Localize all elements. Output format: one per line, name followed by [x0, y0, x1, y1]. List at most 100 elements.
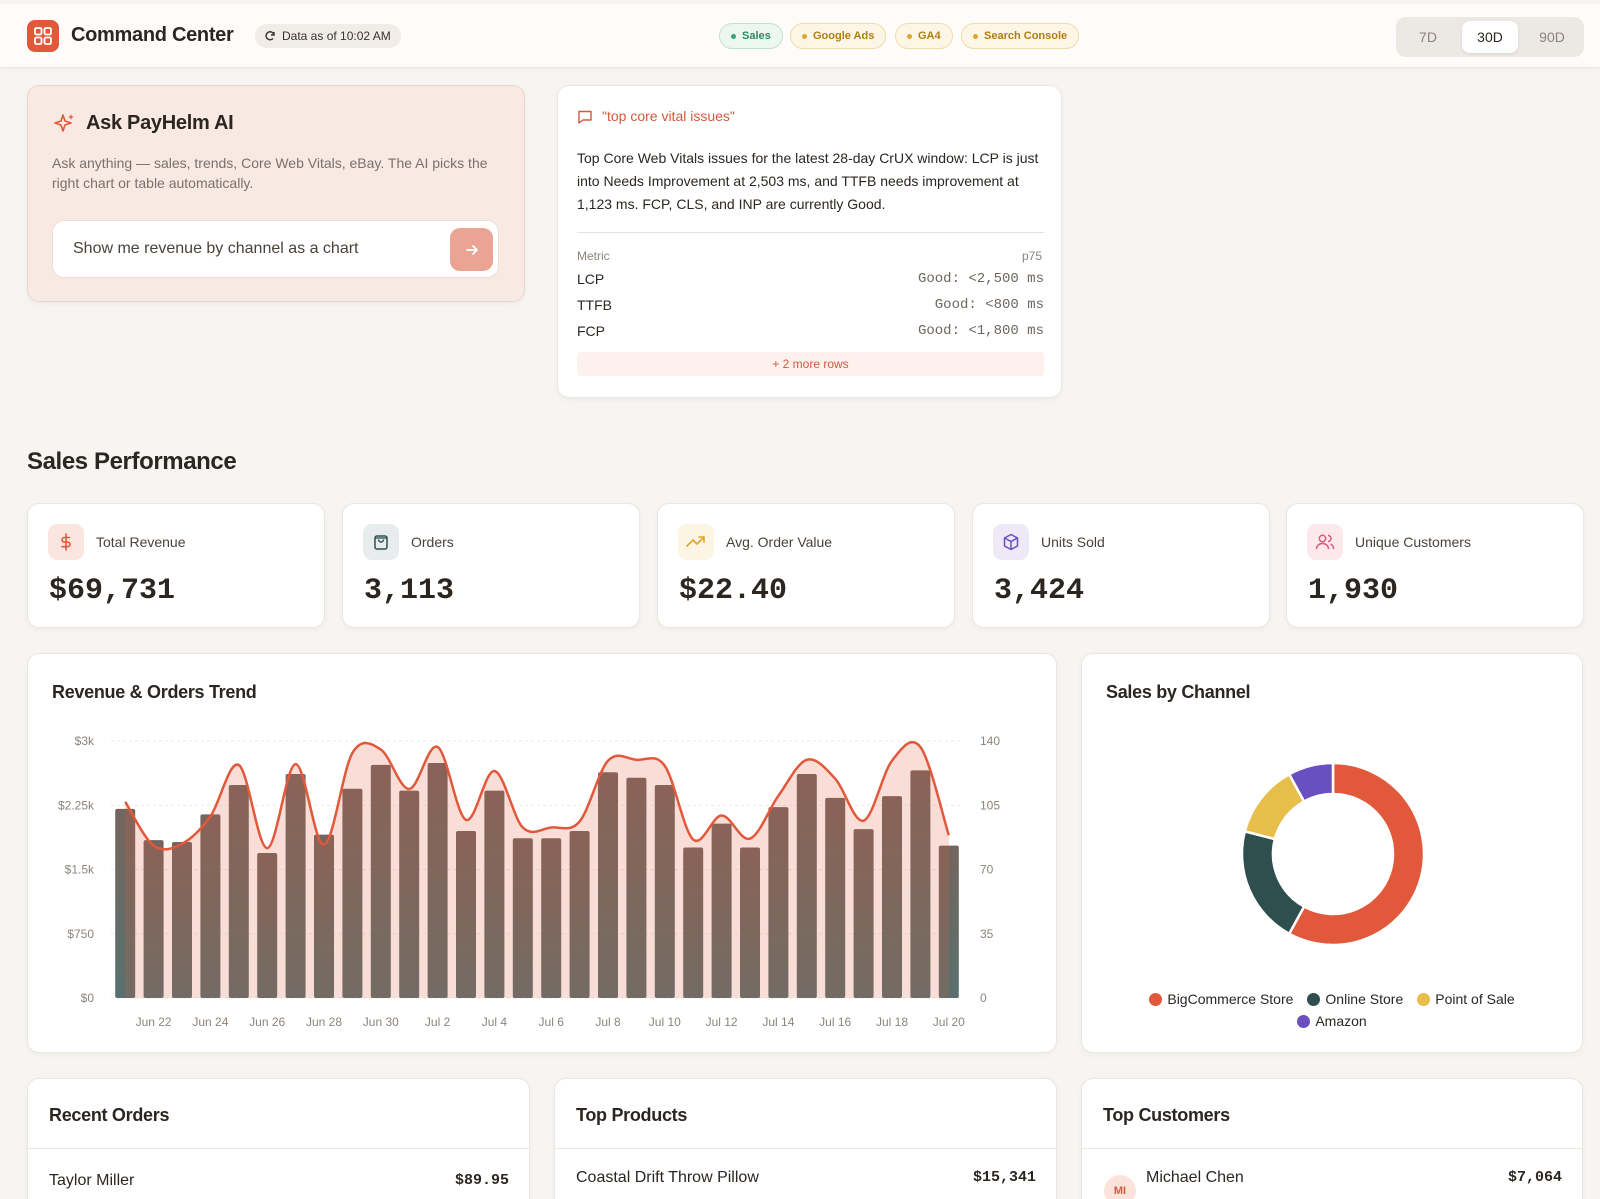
legend-item[interactable]: Online Store — [1307, 991, 1403, 1007]
section-title-sales-performance: Sales Performance — [27, 448, 237, 475]
donut-slice — [1287, 761, 1426, 947]
metric-row: LCP Good: <2,500 ms — [577, 268, 1044, 290]
sales-by-channel-chart — [1240, 761, 1426, 947]
top-customers-card: Top Customers MI Michael Chen $7,064 — [1081, 1078, 1583, 1199]
y-axis-left-tick: $1.5k — [65, 863, 95, 877]
grid-icon — [34, 27, 52, 45]
kpi-label: Units Sold — [1041, 534, 1105, 550]
order-bar — [683, 847, 704, 998]
recent-orders-card: Recent Orders Taylor Miller $89.95 — [27, 1078, 530, 1199]
kpi-total-revenue[interactable]: Total Revenue $69,731 — [27, 503, 325, 628]
x-axis-tick: Jul 10 — [649, 1015, 681, 1029]
metric-value: Good: <2,500 ms — [917, 271, 1044, 287]
kpi-label: Orders — [411, 534, 454, 550]
x-axis-tick: Jun 24 — [192, 1015, 228, 1029]
shopping-bag-icon — [363, 524, 399, 560]
legend-item[interactable]: BigCommerce Store — [1149, 991, 1293, 1007]
order-bar — [654, 785, 675, 998]
metric-row: TTFB Good: <800 ms — [577, 294, 1044, 316]
order-bar — [825, 797, 846, 998]
ai-send-button[interactable] — [450, 228, 493, 271]
order-amount: $89.95 — [454, 1172, 509, 1189]
ask-ai-card: Ask PayHelm AI Ask anything — sales, tre… — [27, 85, 525, 302]
source-pill-sales[interactable]: Sales — [719, 23, 783, 49]
ai-query-box — [52, 220, 499, 278]
top-products-title: Top Products — [576, 1105, 688, 1125]
refresh-icon — [265, 31, 275, 41]
metric-value: Good: <800 ms — [934, 297, 1044, 313]
dollar-icon — [48, 524, 84, 560]
source-pill-google-ads[interactable]: Google Ads — [790, 23, 887, 49]
metric-name: FCP — [577, 323, 605, 339]
product-name[interactable]: Coastal Drift Throw Pillow — [576, 1169, 759, 1186]
customer-name[interactable]: Michael Chen — [1146, 1169, 1244, 1186]
revenue-line — [124, 740, 950, 851]
card-header: Top Products — [555, 1079, 1056, 1149]
ai-answer-text: Top Core Web Vitals issues for the lates… — [577, 150, 1039, 212]
kpi-avg-order-value[interactable]: Avg. Order Value $22.40 — [657, 503, 955, 628]
order-bar — [853, 829, 874, 998]
legend-swatch — [1307, 992, 1321, 1006]
y-axis-right-tick: 105 — [980, 798, 1000, 812]
status-dot — [973, 33, 978, 39]
x-axis-tick: Jul 4 — [482, 1015, 508, 1029]
data-freshness-badge[interactable]: Data as of 10:02 AM — [255, 24, 401, 48]
metric-value: Good: <1,800 ms — [917, 323, 1044, 339]
source-label: Google Ads — [813, 30, 875, 42]
kpi-unique-customers[interactable]: Unique Customers 1,930 — [1286, 503, 1584, 628]
y-axis-left-tick: $3k — [75, 734, 95, 748]
x-axis-tick: Jul 2 — [425, 1015, 451, 1029]
range-7d-button[interactable]: 7D — [1419, 29, 1437, 45]
order-bar — [143, 840, 164, 998]
legend-swatch — [1297, 1014, 1311, 1028]
date-range-selector: 7D 30D 90D — [1396, 17, 1584, 57]
x-axis-tick: Jul 6 — [539, 1015, 565, 1029]
more-rows-button[interactable]: + 2 more rows — [577, 352, 1044, 376]
kpi-value: $22.40 — [679, 574, 788, 608]
y-axis-left-tick: $750 — [67, 927, 94, 941]
order-customer-name[interactable]: Taylor Miller — [49, 1172, 135, 1189]
order-bar — [228, 785, 249, 998]
x-axis-tick: Jul 16 — [819, 1015, 851, 1029]
order-bar — [740, 847, 760, 998]
app-logo[interactable] — [27, 20, 59, 52]
channel-legend: BigCommerce Store Online Store Point of … — [1122, 991, 1542, 1029]
source-label: Sales — [742, 30, 771, 42]
kpi-orders[interactable]: Orders 3,113 — [342, 503, 640, 628]
ai-answer-card: "top core vital issues" Top Core Web Vit… — [557, 85, 1062, 398]
status-dot — [802, 33, 807, 39]
ai-query-input[interactable] — [73, 237, 433, 261]
y-axis-left-tick: $0 — [81, 991, 95, 1005]
kpi-label: Avg. Order Value — [726, 534, 833, 550]
metric-row: FCP Good: <1,800 ms — [577, 320, 1044, 342]
y-axis-right-tick: 35 — [980, 927, 994, 941]
order-bar — [456, 830, 476, 998]
kpi-units-sold[interactable]: Units Sold 3,424 — [972, 503, 1270, 628]
metric-column-header: Metric — [577, 249, 610, 263]
order-bar — [768, 807, 789, 998]
x-axis-tick: Jun 28 — [306, 1015, 342, 1029]
source-pill-ga4[interactable]: GA4 — [895, 23, 953, 49]
y-axis-right-tick: 140 — [980, 734, 1000, 748]
order-bar — [512, 838, 533, 998]
range-30d-button[interactable]: 30D — [1462, 21, 1518, 53]
order-bar — [257, 852, 278, 998]
trend-chart-title: Revenue & Orders Trend — [52, 682, 257, 702]
source-pill-search-console[interactable]: Search Console — [961, 23, 1080, 49]
x-axis-tick: Jul 8 — [595, 1015, 621, 1029]
message-icon — [578, 110, 592, 124]
order-bar — [115, 808, 136, 998]
source-label: GA4 — [918, 30, 941, 42]
source-label: Search Console — [984, 30, 1068, 42]
box-icon — [993, 524, 1029, 560]
legend-item[interactable]: Point of Sale — [1417, 991, 1515, 1007]
order-bar — [342, 788, 363, 998]
order-bar — [938, 845, 959, 998]
legend-item[interactable]: Amazon — [1297, 1013, 1367, 1029]
p75-column-header: p75 — [1021, 249, 1042, 263]
y-axis-left-tick: $2.25k — [58, 798, 95, 812]
kpi-label: Total Revenue — [96, 534, 186, 550]
range-90d-button[interactable]: 90D — [1539, 29, 1565, 45]
trending-up-icon — [678, 524, 714, 560]
channel-chart-title: Sales by Channel — [1106, 682, 1251, 702]
